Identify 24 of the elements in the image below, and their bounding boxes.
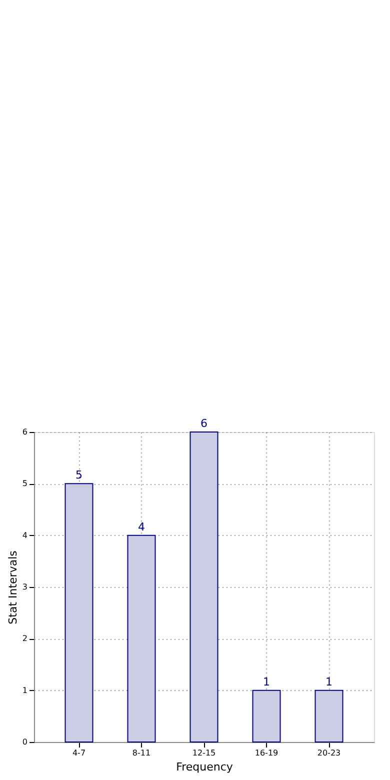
bar [64,483,94,742]
bar [190,432,218,742]
x-tick-label: 4-7 [72,748,86,758]
x-tick-label: 20-23 [317,748,341,758]
x-tick-label: 16-19 [254,748,278,758]
data-label: 6 [200,417,208,430]
y-tick-label: 4 [22,530,28,540]
y-tick-label: 6 [22,428,28,436]
data-label: 5 [76,468,82,482]
data-label: 1 [326,675,332,688]
y-tick-label: 2 [22,634,28,644]
y-tick-label: 1 [22,686,28,695]
y-tick-label: 3 [22,582,28,592]
x-tick-label: 8-11 [132,748,151,758]
data-label: 4 [138,520,145,534]
bar [314,690,344,742]
y-axis-title: Stat Intervals [6,550,20,624]
x-axis-title: Frequency [176,760,234,774]
y-tick-label: 5 [22,479,28,488]
bar [252,690,281,742]
x-tick-label: 12-15 [192,748,216,758]
y-tick-label: 0 [22,738,28,746]
bar [127,534,156,742]
data-label: 1 [263,675,270,688]
